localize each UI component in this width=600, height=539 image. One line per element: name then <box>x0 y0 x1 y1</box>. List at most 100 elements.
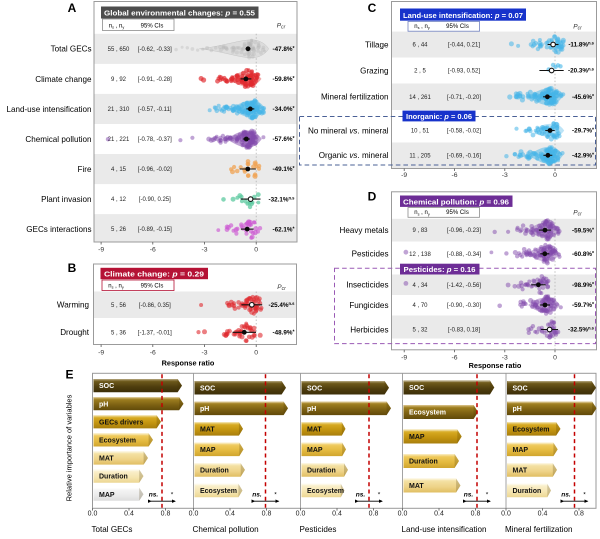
svg-text:4 , 34: 4 , 34 <box>412 283 428 289</box>
svg-text:*: * <box>486 492 489 499</box>
svg-text:0.8: 0.8 <box>262 511 272 518</box>
svg-text:[-0.71, -0.20]: [-0.71, -0.20] <box>447 95 481 101</box>
svg-text:[-0.88, -0.34]: [-0.88, -0.34] <box>447 252 481 258</box>
svg-text:ns , ny: ns , ny <box>108 283 124 289</box>
svg-text:Response ratio: Response ratio <box>162 359 215 368</box>
svg-text:-48.9%*: -48.9%* <box>273 330 296 337</box>
svg-text:9 , 83: 9 , 83 <box>412 228 428 234</box>
svg-text:0.4: 0.4 <box>124 511 134 518</box>
svg-text:-6: -6 <box>150 247 156 254</box>
svg-text:GECs drivers: GECs drivers <box>99 419 143 426</box>
svg-text:0: 0 <box>254 350 258 357</box>
svg-text:-59.5%*: -59.5%* <box>572 227 595 234</box>
svg-text:-20.3%n.s: -20.3%n.s <box>568 67 595 75</box>
svg-text:ns , ny: ns , ny <box>414 24 430 30</box>
svg-text:Organic vs. mineral: Organic vs. mineral <box>319 151 389 160</box>
svg-text:0: 0 <box>553 355 557 362</box>
svg-text:Climate change: Climate change <box>35 75 92 84</box>
svg-text:-9: -9 <box>401 172 407 179</box>
svg-text:Plant invasion: Plant invasion <box>41 195 91 204</box>
svg-text:-32.1%n.s: -32.1%n.s <box>268 195 295 203</box>
svg-text:-32.5%n.s: -32.5%n.s <box>568 326 595 334</box>
svg-text:-3: -3 <box>201 247 207 254</box>
svg-text:4 , 70: 4 , 70 <box>412 303 428 309</box>
svg-text:0.0: 0.0 <box>296 511 306 518</box>
svg-text:0: 0 <box>254 247 258 254</box>
svg-text:pH: pH <box>99 401 108 408</box>
svg-text:Duration: Duration <box>409 459 438 466</box>
svg-text:Pesticides: Pesticides <box>300 525 337 534</box>
svg-text:Ecosystem: Ecosystem <box>200 488 237 495</box>
svg-text:*: * <box>274 492 277 499</box>
svg-text:[-0.91, -0.28]: [-0.91, -0.28] <box>138 77 172 83</box>
svg-text:14 , 261: 14 , 261 <box>409 95 431 101</box>
svg-text:21 , 310: 21 , 310 <box>108 107 130 113</box>
svg-text:10 , 51: 10 , 51 <box>411 129 430 135</box>
svg-text:0.4: 0.4 <box>538 511 548 518</box>
svg-text:MAT: MAT <box>200 427 215 434</box>
svg-text:MAP: MAP <box>513 447 529 454</box>
svg-text:[-0.90, 0.25]: [-0.90, 0.25] <box>139 197 171 203</box>
svg-text:-11.8%n.s: -11.8%n.s <box>568 41 594 49</box>
svg-text:Total GECs: Total GECs <box>51 45 92 54</box>
svg-text:-60.8%*: -60.8%* <box>572 251 595 258</box>
svg-text:Inorganic: p = 0.06: Inorganic: p = 0.06 <box>406 112 472 121</box>
svg-text:-57.6%*: -57.6%* <box>273 136 296 143</box>
svg-text:[-0.86, 0.35]: [-0.86, 0.35] <box>139 303 171 309</box>
svg-text:0.0: 0.0 <box>501 511 511 518</box>
svg-text:[-0.78, -0.37]: [-0.78, -0.37] <box>138 137 172 143</box>
svg-text:0.8: 0.8 <box>471 511 481 518</box>
svg-text:6 , 44: 6 , 44 <box>412 43 428 49</box>
svg-text:Land-use intensification: Land-use intensification <box>402 525 487 534</box>
svg-text:5 , 26: 5 , 26 <box>111 227 127 233</box>
svg-text:C: C <box>368 1 377 15</box>
svg-text:95% CIs: 95% CIs <box>141 283 164 289</box>
svg-text:Mineral fertilization: Mineral fertilization <box>505 525 572 534</box>
svg-text:[-0.57, -0.11]: [-0.57, -0.11] <box>138 107 172 113</box>
svg-text:0: 0 <box>553 172 557 179</box>
svg-text:E: E <box>65 367 73 381</box>
svg-text:4 , 15: 4 , 15 <box>111 167 127 173</box>
svg-text:Duration: Duration <box>307 468 336 475</box>
svg-text:5 , 36: 5 , 36 <box>111 330 127 336</box>
svg-text:GECs interactions: GECs interactions <box>26 225 91 234</box>
svg-text:Chemical pollution: Chemical pollution <box>193 525 259 534</box>
svg-text:Mineral fertilization: Mineral fertilization <box>321 93 388 102</box>
svg-text:5 , 56: 5 , 56 <box>111 303 127 309</box>
svg-text:0.4: 0.4 <box>225 511 235 518</box>
svg-text:11 , 205: 11 , 205 <box>409 153 431 159</box>
svg-text:-34.0%*: -34.0%* <box>273 106 296 113</box>
svg-text:12 , 138: 12 , 138 <box>409 252 431 258</box>
svg-text:MAT: MAT <box>307 427 322 434</box>
svg-text:[-1.37, -0.01]: [-1.37, -0.01] <box>138 330 172 336</box>
svg-text:-25.4%n.s: -25.4%n.s <box>268 301 295 309</box>
svg-text:95% CIs: 95% CIs <box>446 210 469 216</box>
svg-text:Chemical pollution: Chemical pollution <box>25 135 91 144</box>
svg-text:-3: -3 <box>502 172 508 179</box>
svg-text:5 , 32: 5 , 32 <box>412 328 428 334</box>
svg-text:Pcr: Pcr <box>277 284 286 292</box>
svg-text:-9: -9 <box>98 350 104 357</box>
svg-text:-3: -3 <box>502 355 508 362</box>
svg-text:[-0.96, -0.23]: [-0.96, -0.23] <box>447 228 481 234</box>
svg-text:ns.: ns. <box>561 492 571 499</box>
svg-text:Pcr: Pcr <box>573 24 582 32</box>
svg-text:-9: -9 <box>401 355 407 362</box>
svg-text:SOC: SOC <box>200 385 215 392</box>
svg-text:0.8: 0.8 <box>161 511 171 518</box>
svg-text:Herbicides: Herbicides <box>350 325 388 334</box>
svg-text:SOC: SOC <box>307 385 322 392</box>
svg-text:ns.: ns. <box>464 492 474 499</box>
svg-text:No mineral vs. mineral: No mineral vs. mineral <box>308 126 389 135</box>
svg-text:Fire: Fire <box>78 165 92 174</box>
svg-text:-47.8%*: -47.8%* <box>273 46 296 53</box>
svg-text:0.4: 0.4 <box>332 511 342 518</box>
svg-text:*: * <box>583 492 586 499</box>
svg-text:21 , 221: 21 , 221 <box>108 137 130 143</box>
svg-text:[-0.90, -0.30]: [-0.90, -0.30] <box>447 303 481 309</box>
svg-text:B: B <box>68 261 77 275</box>
svg-text:ns.: ns. <box>356 492 366 499</box>
svg-text:ns , ny: ns , ny <box>109 23 125 29</box>
svg-text:pH: pH <box>200 406 209 413</box>
svg-text:[-0.89, -0.15]: [-0.89, -0.15] <box>138 227 172 233</box>
